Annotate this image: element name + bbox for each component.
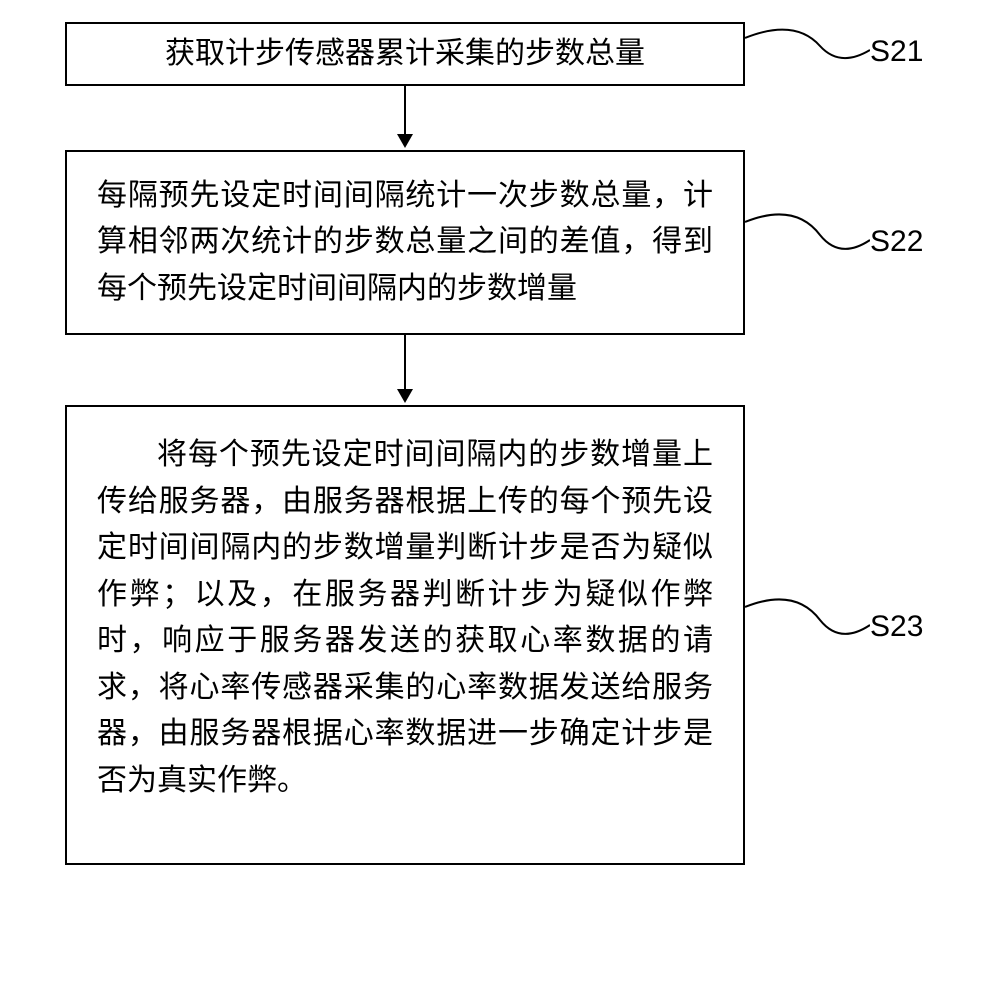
- label-curve-s23: [745, 595, 870, 645]
- flow-box-s22: 每隔预先设定时间间隔统计一次步数总量，计算相邻两次统计的步数总量之间的差值，得到…: [65, 150, 745, 335]
- label-curve-s21: [745, 26, 870, 66]
- connector-arrow: [397, 134, 413, 148]
- flow-box-s21: 获取计步传感器累计采集的步数总量: [65, 22, 745, 86]
- label-curve-s22: [745, 210, 870, 260]
- connector-s22-s23: [397, 335, 413, 403]
- flow-label-s22: S22: [870, 225, 923, 259]
- flow-label-s21: S21: [870, 35, 923, 69]
- flow-label-s23: S23: [870, 610, 923, 644]
- connector-line: [404, 86, 406, 134]
- connector-line: [404, 335, 406, 389]
- flow-box-s21-text: 获取计步传感器累计采集的步数总量: [165, 31, 645, 78]
- connector-arrow: [397, 389, 413, 403]
- flow-box-s22-text: 每隔预先设定时间间隔统计一次步数总量，计算相邻两次统计的步数总量之间的差值，得到…: [97, 173, 713, 313]
- flow-box-s23: 将每个预先设定时间间隔内的步数增量上传给服务器，由服务器根据上传的每个预先设定时…: [65, 405, 745, 865]
- flow-box-s23-text: 将每个预先设定时间间隔内的步数增量上传给服务器，由服务器根据上传的每个预先设定时…: [97, 432, 713, 804]
- connector-s21-s22: [397, 86, 413, 148]
